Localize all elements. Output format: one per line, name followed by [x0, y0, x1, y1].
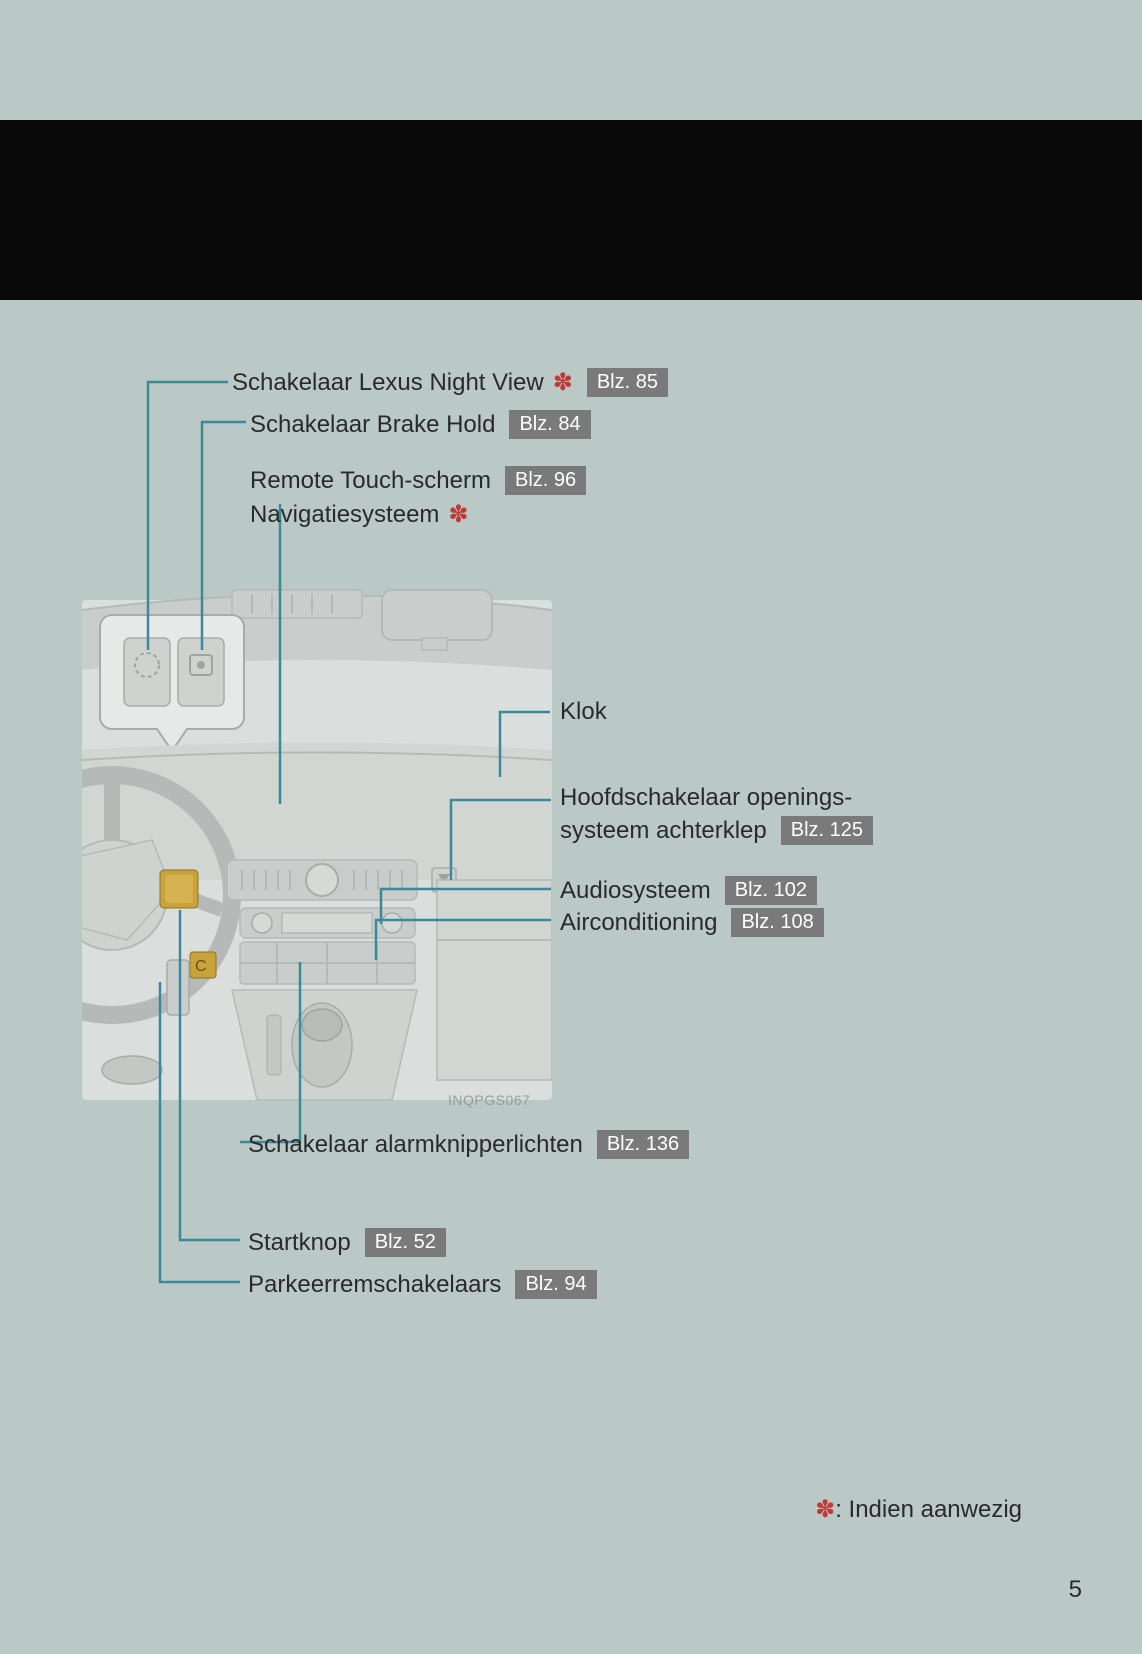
label-parking: Parkeerremschakelaars Blz. 94 [248, 1270, 597, 1299]
label-text: Navigatiesysteem [250, 501, 439, 529]
page-badge: Blz. 136 [597, 1130, 689, 1159]
label-klok: Klok [560, 698, 607, 726]
page-badge: Blz. 108 [731, 908, 823, 937]
label-trunk-1: Hoofdschakelaar openings- [560, 784, 852, 812]
label-remote-touch: Remote Touch-scherm Blz. 96 [250, 466, 586, 495]
page-badge: Blz. 96 [505, 466, 586, 495]
image-code: INQPGS067 [448, 1092, 530, 1108]
label-text: Startknop [248, 1229, 351, 1257]
label-text: Hoofdschakelaar openings- [560, 784, 852, 812]
label-start: Startknop Blz. 52 [248, 1228, 446, 1257]
label-night-view: Schakelaar Lexus Night View ✽ Blz. 85 [232, 368, 668, 397]
label-trunk-2: systeem achterklep Blz. 125 [560, 816, 873, 845]
page-badge: Blz. 102 [725, 876, 817, 905]
star-icon: ✽ [815, 1496, 835, 1523]
label-hazard: Schakelaar alarmknipperlichten Blz. 136 [248, 1130, 689, 1159]
label-nav: Navigatiesysteem ✽ [250, 500, 469, 529]
label-text: Parkeerremschakelaars [248, 1271, 501, 1299]
label-text: Audiosysteem [560, 877, 711, 905]
label-airco: Airconditioning Blz. 108 [560, 908, 824, 937]
svg-text:C: C [195, 958, 207, 975]
page-badge: Blz. 125 [781, 816, 873, 845]
label-text: systeem achterklep [560, 817, 767, 845]
label-text: Klok [560, 698, 607, 726]
label-text: Schakelaar Lexus Night View [232, 369, 544, 397]
page-badge: Blz. 52 [365, 1228, 446, 1257]
label-text: Remote Touch-scherm [250, 467, 491, 495]
label-brake-hold: Schakelaar Brake Hold Blz. 84 [250, 410, 591, 439]
footnote-text: : Indien aanwezig [835, 1496, 1022, 1523]
page-number: 5 [1069, 1576, 1082, 1604]
page-badge: Blz. 84 [509, 410, 590, 439]
label-text: Airconditioning [560, 909, 717, 937]
dashboard-illustration: C [82, 560, 552, 1120]
label-text: Schakelaar alarmknipperlichten [248, 1131, 583, 1159]
label-audio: Audiosysteem Blz. 102 [560, 876, 817, 905]
header-band [0, 120, 1142, 300]
label-text: Schakelaar Brake Hold [250, 411, 495, 439]
star-icon: ✽ [553, 368, 573, 397]
page-badge: Blz. 94 [515, 1270, 596, 1299]
page-badge: Blz. 85 [587, 368, 668, 397]
star-icon: ✽ [448, 500, 468, 529]
footnote: ✽: Indien aanwezig [814, 1495, 1022, 1524]
